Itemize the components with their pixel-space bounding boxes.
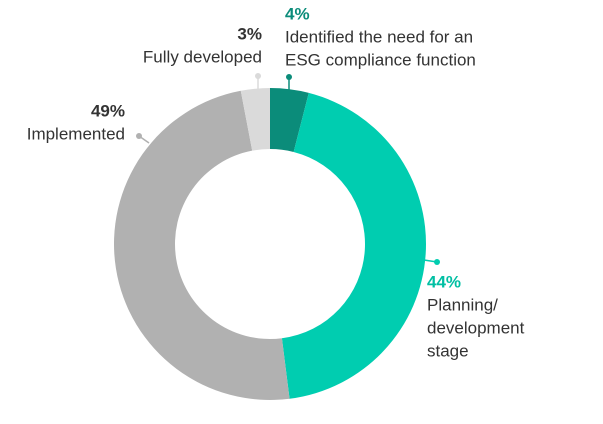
value-label: 3% <box>237 24 262 43</box>
donut-segment <box>240 88 270 151</box>
category-label: stage <box>427 341 469 360</box>
category-label: development <box>427 318 525 337</box>
category-label: Fully developed <box>143 47 262 66</box>
value-label: 44% <box>427 272 461 291</box>
category-label: Identified the need for an <box>285 27 473 46</box>
donut-segment <box>270 88 309 152</box>
leader-dot <box>255 73 261 79</box>
value-label: 4% <box>285 4 310 23</box>
leader-dot <box>286 74 292 80</box>
category-label: Implemented <box>27 124 125 143</box>
category-label: ESG compliance function <box>285 50 476 69</box>
category-label: Planning/ <box>427 295 498 314</box>
value-label: 49% <box>91 101 125 120</box>
donut-segment <box>113 90 290 401</box>
leader-dot <box>136 133 142 139</box>
donut-segment <box>281 92 427 399</box>
leader-dot <box>434 259 440 265</box>
